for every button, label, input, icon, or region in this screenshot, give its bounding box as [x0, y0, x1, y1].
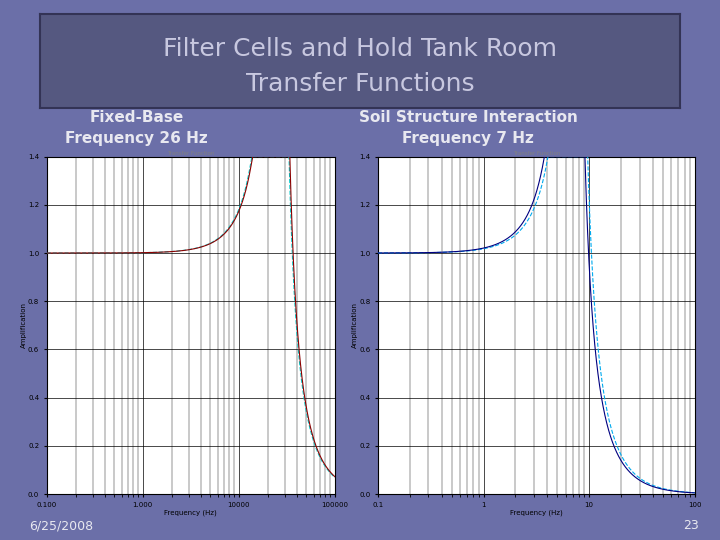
X-axis label: Frequency (Hz): Frequency (Hz) [510, 509, 563, 516]
Text: Frequency 26 Hz: Frequency 26 Hz [66, 131, 208, 146]
Text: Filter Cells and Hold Tank Room: Filter Cells and Hold Tank Room [163, 37, 557, 62]
Text: Frequency 7 Hz: Frequency 7 Hz [402, 131, 534, 146]
Y-axis label: Amplification: Amplification [352, 302, 358, 348]
Y-axis label: Amplification: Amplification [21, 302, 27, 348]
Text: 6/25/2008: 6/25/2008 [29, 519, 93, 532]
Text: 23: 23 [683, 519, 698, 532]
Title: Transfer Function: Transfer Function [513, 151, 560, 156]
Text: Transfer Functions: Transfer Functions [246, 72, 474, 96]
Text: Fixed-Base: Fixed-Base [90, 110, 184, 125]
X-axis label: Frequency (Hz): Frequency (Hz) [164, 509, 217, 516]
Title: Transfer Function: Transfer Function [167, 151, 215, 156]
Text: Soil Structure Interaction: Soil Structure Interaction [359, 110, 577, 125]
